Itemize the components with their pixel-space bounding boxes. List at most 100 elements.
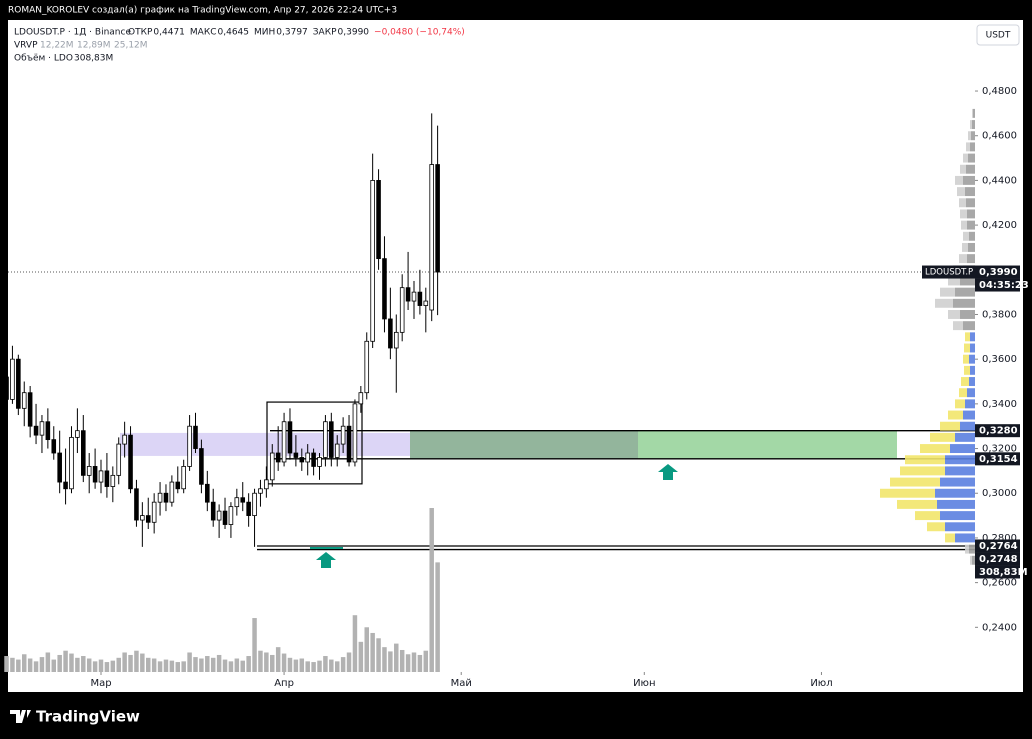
candle-body bbox=[382, 258, 387, 320]
candle-body bbox=[145, 515, 151, 523]
vrvp-up bbox=[966, 198, 975, 208]
vrvp-up bbox=[945, 522, 975, 532]
volume-bar bbox=[435, 562, 440, 672]
volume-bar bbox=[163, 659, 169, 672]
candle-body bbox=[246, 501, 251, 516]
volume-bar bbox=[358, 641, 364, 672]
candle-body bbox=[33, 425, 39, 436]
candle-body bbox=[57, 452, 62, 483]
vrvp-up: 12,22M bbox=[40, 41, 74, 51]
volume-bar bbox=[246, 656, 251, 672]
volume-bar bbox=[376, 638, 381, 672]
vrvp-up bbox=[940, 511, 975, 521]
vrvp-down bbox=[959, 388, 967, 398]
volume-bar bbox=[429, 508, 434, 672]
symbol-tag: LDOUSDT.P bbox=[925, 268, 973, 278]
countdown: 04:35:23 bbox=[979, 280, 1029, 291]
currency-box[interactable] bbox=[976, 24, 1020, 46]
vrvp-up bbox=[945, 466, 975, 476]
vrvp-down bbox=[972, 108, 973, 118]
volume-bar bbox=[104, 662, 110, 672]
volume-bar bbox=[63, 650, 68, 672]
candle-body bbox=[393, 331, 399, 349]
candle-body bbox=[175, 481, 181, 490]
currency[interactable]: USDT bbox=[986, 31, 1011, 41]
vrvp-up bbox=[960, 421, 975, 431]
level-tag: 0,2748 bbox=[979, 554, 1018, 565]
candle-body bbox=[4, 376, 9, 400]
candle-body bbox=[340, 425, 346, 445]
volume-name: Объём · LDO bbox=[14, 54, 73, 64]
volume-bar bbox=[270, 654, 275, 672]
vrvp-down bbox=[890, 477, 940, 487]
volume-tag: 308,83M bbox=[979, 567, 1028, 578]
candle-body bbox=[45, 421, 51, 441]
candle-body bbox=[122, 434, 127, 445]
candle-body bbox=[193, 425, 198, 449]
candle-body bbox=[140, 515, 145, 521]
vrvp-name: VRVP bbox=[14, 41, 38, 51]
vrvp-down bbox=[961, 377, 969, 386]
candle-body bbox=[352, 403, 358, 463]
candle-body bbox=[299, 457, 305, 463]
y-tick-label: 0,4600 bbox=[982, 131, 1017, 142]
ohlc-key: МАКС bbox=[190, 28, 217, 38]
candle-body bbox=[323, 421, 328, 458]
ohlc-value: 0,3990 bbox=[338, 28, 370, 38]
vrvp-down bbox=[963, 153, 968, 163]
vrvp-down bbox=[948, 276, 960, 286]
volume-bar bbox=[394, 643, 399, 672]
volume-bar bbox=[128, 654, 133, 672]
vrvp-up bbox=[955, 287, 975, 297]
x-tick-label: Июл bbox=[810, 678, 832, 689]
vrvp-down bbox=[905, 455, 945, 465]
level-tag-box bbox=[975, 552, 1020, 566]
x-tick-label: Май bbox=[451, 678, 472, 689]
vrvp-down bbox=[970, 120, 972, 130]
level-tag: 0,3154 bbox=[979, 454, 1018, 465]
volume-bar bbox=[134, 650, 139, 672]
candle-body bbox=[429, 164, 434, 311]
volume-bar bbox=[405, 654, 411, 672]
vrvp-down bbox=[966, 142, 970, 152]
vrvp-up bbox=[970, 142, 975, 152]
volume-bar bbox=[57, 654, 62, 672]
arrow-up bbox=[316, 552, 336, 568]
volume-bar bbox=[311, 662, 316, 672]
vrvp-up bbox=[967, 388, 975, 398]
arrow-up bbox=[658, 464, 678, 480]
vrvp-down bbox=[920, 444, 950, 454]
ohlc-value: 0,4471 bbox=[153, 28, 185, 38]
volume-bar bbox=[27, 658, 33, 672]
y-tick-label: 0,2400 bbox=[982, 622, 1017, 633]
volume-bar bbox=[258, 650, 263, 672]
volume-bar bbox=[234, 658, 240, 672]
vrvp-up bbox=[935, 488, 975, 498]
ohlc-value: 0,3797 bbox=[276, 28, 308, 38]
vrvp-up bbox=[966, 164, 975, 174]
volume-bar bbox=[75, 657, 80, 672]
vrvp-up bbox=[969, 354, 975, 364]
vrvp-down bbox=[948, 410, 963, 420]
candle-body bbox=[27, 392, 33, 427]
volume-bar bbox=[382, 647, 387, 672]
symbol: LDOUSDT.P · 1Д · Binance bbox=[14, 28, 131, 38]
last-price-tag: 0,3990 bbox=[979, 267, 1018, 278]
candle-body bbox=[10, 358, 15, 400]
candle-body bbox=[287, 421, 293, 454]
vrvp-down bbox=[963, 231, 969, 241]
candle-body bbox=[240, 497, 246, 503]
volume-bar bbox=[329, 659, 334, 672]
volume-bar bbox=[169, 660, 175, 672]
candle-body bbox=[405, 287, 411, 302]
volume-value: 308,83M bbox=[74, 54, 113, 64]
vrvp-down bbox=[955, 399, 965, 409]
vrvp-up bbox=[965, 399, 975, 409]
candle-body bbox=[234, 497, 240, 508]
y-tick-label: 0,3600 bbox=[982, 354, 1017, 365]
ohlc-key: ОТКР bbox=[128, 28, 153, 38]
candle-body bbox=[258, 488, 263, 494]
plot bbox=[4, 108, 975, 672]
candle-body bbox=[163, 492, 169, 503]
